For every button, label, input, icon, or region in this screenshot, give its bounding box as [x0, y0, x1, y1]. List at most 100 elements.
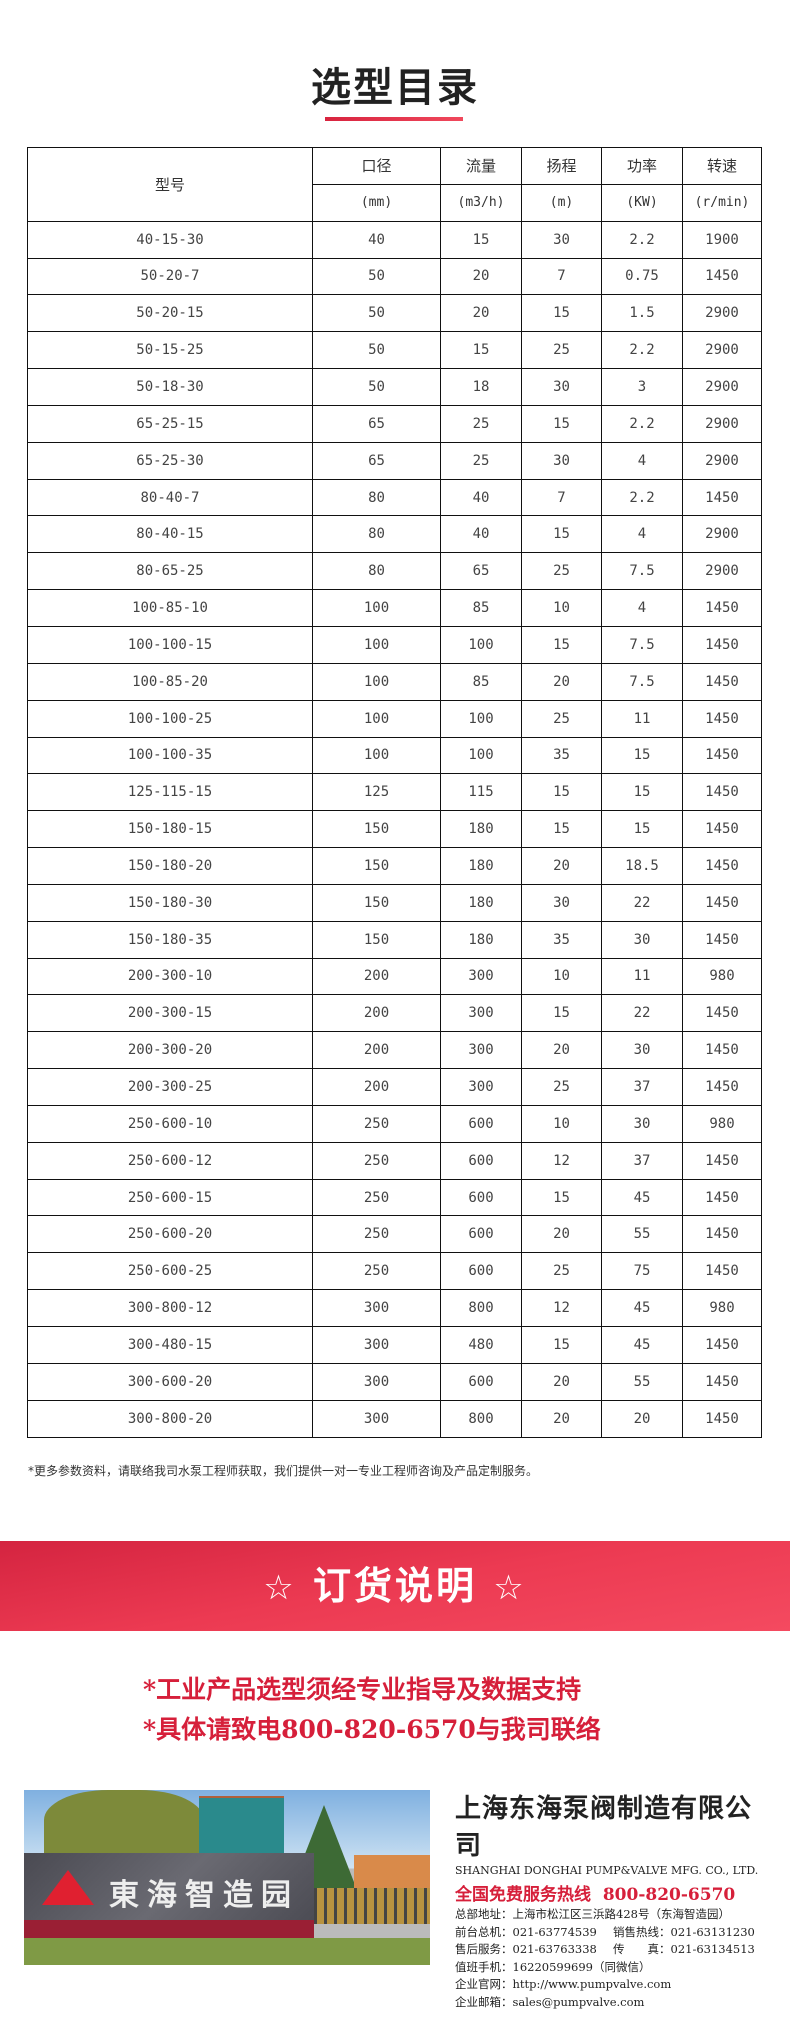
cell-speed: 1900	[682, 220, 762, 259]
cell-diameter: 300	[312, 1289, 441, 1327]
cell-flow: 20	[440, 257, 522, 296]
cell-flow: 600	[440, 1362, 522, 1401]
cell-head: 15	[521, 1326, 602, 1364]
cell-diameter: 50	[312, 257, 441, 296]
cell-power: 7.5	[601, 662, 683, 701]
table-row: 100-85-10 100 85 10 4 1450	[27, 589, 762, 627]
cell-diameter: 300	[312, 1362, 441, 1401]
cell-head: 35	[521, 736, 602, 775]
unit-flow: (m3/h)	[440, 183, 522, 222]
cell-power: 2.2	[601, 331, 683, 370]
cell-head: 15	[521, 294, 602, 333]
unit-power: (KW)	[601, 183, 683, 222]
cell-diameter: 150	[312, 810, 441, 849]
hotline: 全国免费服务热线 800-820-6570	[455, 1880, 775, 1905]
cell-flow: 600	[440, 1252, 522, 1291]
cell-model: 250-600-15	[27, 1178, 313, 1217]
table-row: 250-600-20 250 600 20 55 1450	[27, 1215, 762, 1254]
cell-speed: 2900	[682, 404, 762, 443]
cell-diameter: 50	[312, 331, 441, 370]
cell-model: 65-25-30	[27, 441, 313, 480]
gate-shape	[314, 1888, 430, 1924]
table-row: 100-100-25 100 100 25 11 1450	[27, 699, 762, 738]
cell-speed: 1450	[682, 1031, 762, 1070]
flowerbed-shape	[24, 1920, 314, 1940]
cell-speed: 1450	[682, 1215, 762, 1254]
cell-model: 50-20-7	[27, 257, 313, 296]
cell-model: 200-300-15	[27, 994, 313, 1033]
cell-speed: 1450	[682, 1178, 762, 1217]
cell-speed: 2900	[682, 331, 762, 370]
table-row: 80-65-25 80 65 25 7.5 2900	[27, 552, 762, 591]
table-row: 40-15-30 40 15 30 2.2 1900	[27, 220, 762, 259]
hotline-number[interactable]: 800-820-6570	[602, 1885, 736, 1905]
cell-power: 7.5	[601, 625, 683, 664]
cell-flow: 600	[440, 1178, 522, 1217]
table-row: 100-100-15 100 100 15 7.5 1450	[27, 625, 762, 664]
website[interactable]: 企业官网：http://www.pumpvalve.com	[455, 1977, 672, 1991]
cell-flow: 20	[440, 294, 522, 333]
table-row: 200-300-10 200 300 10 11 980	[27, 957, 762, 996]
company-name-en: SHANGHAI DONGHAI PUMP&VALVE MFG. CO., LT…	[455, 1864, 759, 1877]
cell-model: 100-100-35	[27, 736, 313, 775]
cell-speed: 1450	[682, 773, 762, 812]
unit-speed: (r/min)	[682, 183, 762, 222]
table-row: 250-600-25 250 600 25 75 1450	[27, 1252, 762, 1291]
cell-flow: 600	[440, 1141, 522, 1180]
cell-diameter: 200	[312, 994, 441, 1033]
cell-flow: 180	[440, 920, 522, 959]
email[interactable]: 企业邮箱：sales@pumpvalve.com	[455, 1994, 645, 2009]
table-row: 65-25-30 65 25 30 4 2900	[27, 441, 762, 480]
tree-shape	[44, 1790, 204, 1865]
cell-model: 150-180-35	[27, 920, 313, 959]
cell-power: 45	[601, 1326, 683, 1364]
building-shape	[199, 1796, 284, 1861]
table-row: 150-180-35 150 180 35 30 1450	[27, 920, 762, 959]
banner-title: 订货说明	[312, 1564, 477, 1608]
cell-head: 30	[521, 883, 602, 922]
cell-head: 35	[521, 920, 602, 959]
cell-diameter: 200	[312, 1031, 441, 1070]
cell-diameter: 150	[312, 847, 441, 885]
table-row: 200-300-15 200 300 15 22 1450	[27, 994, 762, 1033]
cell-flow: 15	[440, 220, 522, 259]
cell-power: 11	[601, 699, 683, 738]
title-underline	[325, 117, 463, 121]
cell-flow: 800	[440, 1399, 522, 1438]
cell-head: 15	[521, 810, 602, 849]
cell-power: 11	[601, 957, 683, 996]
cell-speed: 1450	[682, 699, 762, 738]
cell-model: 250-600-10	[27, 1104, 313, 1143]
cell-power: 0.75	[601, 257, 683, 296]
cell-flow: 65	[440, 552, 522, 591]
table-row: 65-25-15 65 25 15 2.2 2900	[27, 404, 762, 443]
after-sales: 售后服务：021-63763338	[455, 1942, 597, 1956]
cell-speed: 1450	[682, 1326, 762, 1364]
cell-model: 50-15-25	[27, 331, 313, 370]
cell-flow: 180	[440, 810, 522, 849]
cell-speed: 1450	[682, 847, 762, 885]
cell-diameter: 300	[312, 1326, 441, 1364]
lawn-shape	[24, 1938, 430, 1965]
cell-power: 15	[601, 736, 683, 775]
cell-speed: 1450	[682, 662, 762, 701]
header-diameter: 口径	[312, 147, 441, 185]
sign-text: 東海智造园	[109, 1878, 299, 1913]
cell-speed: 1450	[682, 883, 762, 922]
cell-flow: 300	[440, 994, 522, 1033]
table-row: 80-40-7 80 40 7 2.2 1450	[27, 478, 762, 517]
cell-head: 15	[521, 773, 602, 812]
cell-model: 250-600-25	[27, 1252, 313, 1291]
footnote: *更多参数资料，请联络我司水泵工程师获取，我们提供一对一专业工程师咨询及产品定制…	[28, 1464, 539, 1478]
cell-power: 22	[601, 883, 683, 922]
cell-head: 25	[521, 552, 602, 591]
order-note: *工业产品选型须经专业指导及数据支持	[143, 1675, 582, 1704]
cell-flow: 25	[440, 441, 522, 480]
cell-diameter: 100	[312, 662, 441, 701]
cell-model: 300-800-20	[27, 1399, 313, 1438]
cell-speed: 1450	[682, 1141, 762, 1180]
table-row: 150-180-15 150 180 15 15 1450	[27, 810, 762, 849]
cell-power: 55	[601, 1215, 683, 1254]
cell-head: 7	[521, 478, 602, 517]
cell-flow: 15	[440, 331, 522, 370]
